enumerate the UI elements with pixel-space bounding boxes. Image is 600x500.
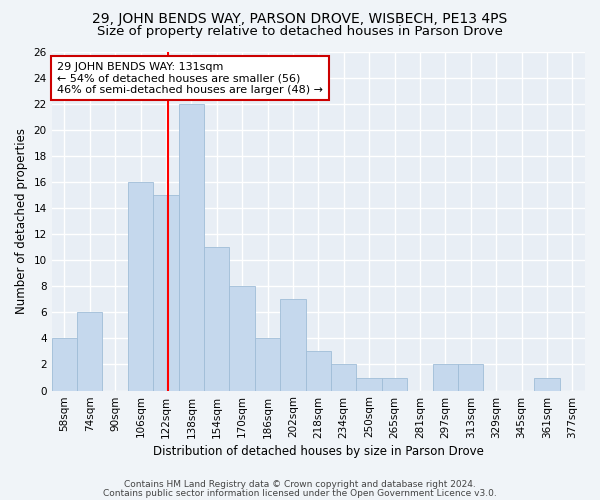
Bar <box>229 286 255 391</box>
Bar <box>179 104 204 391</box>
Bar <box>255 338 280 390</box>
X-axis label: Distribution of detached houses by size in Parson Drove: Distribution of detached houses by size … <box>153 444 484 458</box>
Bar <box>280 300 305 390</box>
Bar <box>204 247 229 390</box>
Text: 29 JOHN BENDS WAY: 131sqm
← 54% of detached houses are smaller (56)
46% of semi-: 29 JOHN BENDS WAY: 131sqm ← 54% of detac… <box>57 62 323 95</box>
Text: 29, JOHN BENDS WAY, PARSON DROVE, WISBECH, PE13 4PS: 29, JOHN BENDS WAY, PARSON DROVE, WISBEC… <box>92 12 508 26</box>
Bar <box>77 312 103 390</box>
Bar <box>382 378 407 390</box>
Bar <box>305 352 331 391</box>
Text: Contains public sector information licensed under the Open Government Licence v3: Contains public sector information licen… <box>103 488 497 498</box>
Text: Contains HM Land Registry data © Crown copyright and database right 2024.: Contains HM Land Registry data © Crown c… <box>124 480 476 489</box>
Bar <box>52 338 77 390</box>
Bar <box>534 378 560 390</box>
Text: Size of property relative to detached houses in Parson Drove: Size of property relative to detached ho… <box>97 25 503 38</box>
Bar <box>153 195 179 390</box>
Bar <box>356 378 382 390</box>
Bar <box>331 364 356 390</box>
Bar <box>128 182 153 390</box>
Y-axis label: Number of detached properties: Number of detached properties <box>15 128 28 314</box>
Bar <box>458 364 484 390</box>
Bar <box>433 364 458 390</box>
